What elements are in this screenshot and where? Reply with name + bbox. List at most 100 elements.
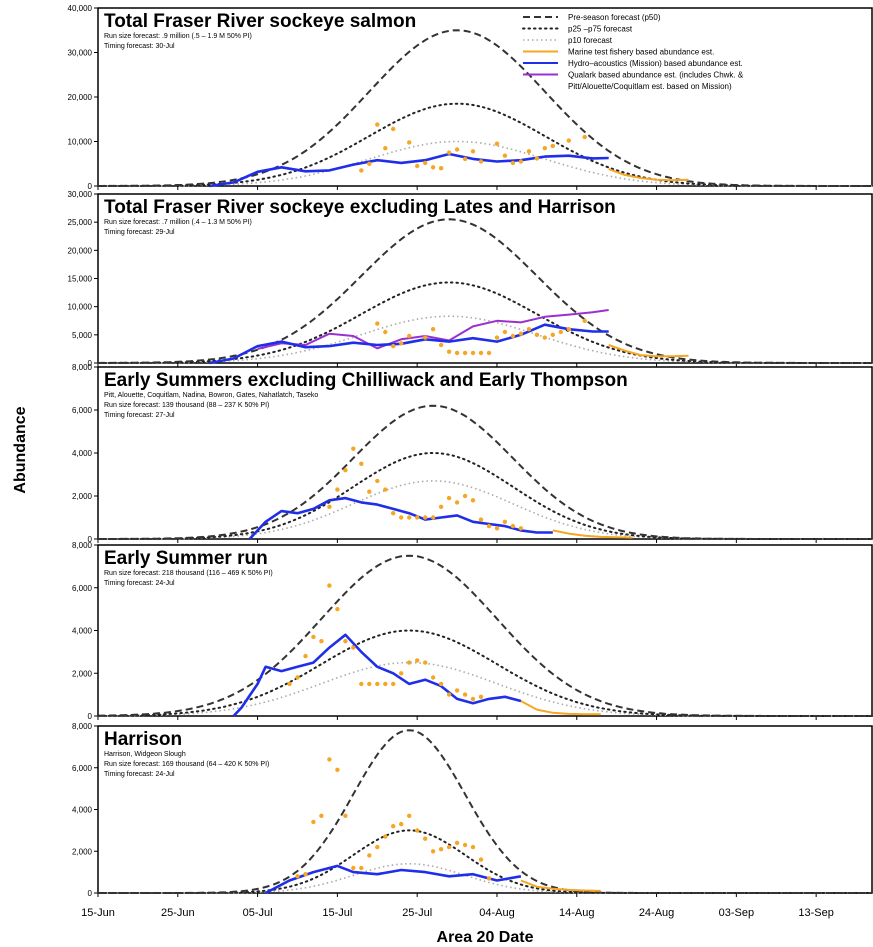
p75-forecast-curve (97, 281, 873, 364)
marine-point (486, 350, 492, 356)
marine-point (534, 332, 540, 337)
x-tick-label: 05-Jul (243, 907, 273, 919)
marine-point (343, 813, 348, 818)
x-tick-label: 04-Aug (479, 907, 514, 919)
y-tick-label: 20,000 (68, 246, 93, 255)
marine-point (510, 160, 516, 166)
marine-point (399, 341, 404, 346)
x-tick-label: 15-Jul (322, 907, 352, 919)
p10-forecast-curve (98, 480, 872, 540)
panel-3: 0 2,000 4,000 6,000 8,000 Early Summers exclu… (72, 363, 873, 544)
y-tick-label: 40,000 (68, 4, 93, 13)
marine-point (462, 692, 468, 697)
marine-point (415, 658, 420, 663)
marine-point (462, 156, 468, 162)
marine-point (383, 487, 388, 492)
x-tick-label: 13-Sep (798, 907, 833, 919)
marine-point (470, 844, 476, 850)
panel-subtitle: Run size forecast: .7 million (.4 – 1.3 … (104, 219, 252, 226)
marine-series-line (520, 700, 601, 716)
panel-subtitle: Run size forecast: 139 thousand (88 – 23… (104, 402, 269, 409)
marine-point (375, 844, 380, 850)
legend-label-p10: p10 forecast (568, 36, 613, 45)
marine-point (438, 342, 444, 348)
marine-point (391, 343, 396, 349)
marine-point (454, 147, 460, 152)
x-tick-label: 03-Sep (719, 907, 754, 919)
marine-point (478, 517, 484, 522)
marine-point (415, 828, 420, 833)
hydro-series-line (209, 152, 609, 188)
marine-point (423, 160, 428, 166)
panel-title: Early Summer run (104, 548, 268, 569)
legend-label-p25_p75: p25 –p75 forecast (568, 25, 633, 34)
marine-point (319, 639, 324, 644)
marine-point (486, 876, 492, 881)
qualark-series-line (257, 309, 609, 350)
y-tick-label: 20,000 (68, 93, 93, 102)
marine-point (470, 350, 476, 356)
marine-point (430, 849, 436, 854)
x-tick-label: 25-Jun (161, 907, 195, 919)
marine-point (446, 349, 452, 354)
panel-title: Total Fraser River sockeye salmon (104, 11, 416, 32)
panel-subtitle: Run size forecast: 169 thousand (64 – 42… (104, 761, 269, 768)
p50-forecast-curve (98, 404, 872, 540)
y-tick-label: 2,000 (72, 847, 93, 856)
marine-point (462, 493, 468, 499)
marine-point (446, 844, 452, 850)
marine-point (391, 511, 396, 516)
marine-point (383, 146, 388, 151)
marine-point (367, 161, 372, 166)
marine-point (470, 498, 476, 503)
y-tick-label: 6,000 (72, 406, 93, 415)
marine-point (327, 757, 332, 762)
marine-point (526, 327, 532, 332)
panel-4: 0 2,000 4,000 6,000 8,000 Early Summer runRun… (72, 541, 873, 721)
marine-point (566, 138, 571, 143)
marine-point (518, 526, 524, 531)
y-tick-label: 30,000 (68, 49, 93, 58)
marine-point (351, 446, 356, 451)
panel-1: 0 10,000 20,000 30,000 40,000 Total Fraser Ri… (68, 4, 873, 191)
marine-point (423, 335, 428, 340)
marine-point (430, 675, 436, 680)
legend-label-hydro: Hydro–acoustics (Mission) based abundanc… (568, 59, 743, 68)
y-tick-label: 25,000 (68, 218, 93, 227)
y-tick-label: 0 (88, 535, 93, 544)
y-tick-label: 8,000 (72, 363, 93, 372)
marine-point (375, 681, 380, 687)
marine-point (287, 681, 292, 687)
p50-forecast-curve (97, 218, 872, 364)
marine-point (407, 813, 412, 818)
marine-point (335, 767, 340, 772)
marine-point (359, 865, 364, 871)
panel-subtitle: Harrison, Widgeon Slough (104, 751, 186, 758)
marine-point (470, 696, 476, 702)
marine-point (375, 122, 380, 127)
marine-point (407, 333, 412, 339)
marine-point (423, 660, 428, 665)
marine-point (582, 318, 587, 323)
marine-series-line (520, 879, 601, 892)
y-tick-label: 2,000 (72, 492, 93, 501)
x-tick-label: 24-Aug (639, 907, 674, 919)
marine-point (335, 487, 340, 492)
panel-subtitle: Timing forecast: 30-Jul (104, 43, 175, 50)
p75-forecast-curve (97, 829, 873, 894)
y-tick-label: 8,000 (72, 722, 93, 731)
y-tick-label: 5,000 (72, 331, 93, 340)
panel-subtitle: Pitt, Alouette, Coquitlam, Nadina, Bowro… (104, 392, 318, 399)
marine-point (502, 153, 508, 158)
legend-label-marine: Marine test fishery based abundance est. (568, 48, 714, 57)
marine-point (303, 653, 308, 659)
panel-subtitle: Timing forecast: 27-Jul (104, 412, 175, 419)
marine-point (446, 150, 452, 155)
marine-point (295, 874, 300, 879)
p75-forecast-curve (97, 451, 873, 540)
marine-point (367, 681, 372, 687)
panel-2: 0 5,000 10,000 15,000 20,000 25,000 30,000 Tota… (68, 190, 873, 368)
marine-point (454, 500, 460, 505)
hydro-series-line (209, 323, 609, 365)
